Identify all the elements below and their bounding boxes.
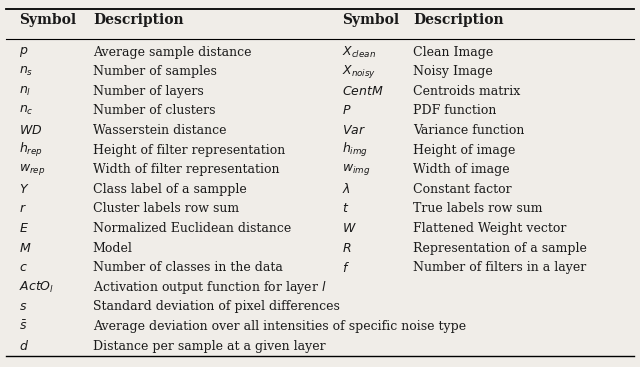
Text: Symbol: Symbol: [19, 13, 76, 27]
Text: Width of image: Width of image: [413, 163, 509, 176]
Text: Constant factor: Constant factor: [413, 183, 511, 196]
Text: $WD$: $WD$: [19, 124, 43, 137]
Text: Number of samples: Number of samples: [93, 65, 217, 78]
Text: Number of filters in a layer: Number of filters in a layer: [413, 261, 586, 274]
Text: Height of image: Height of image: [413, 143, 515, 157]
Text: $d$: $d$: [19, 339, 29, 353]
Text: $h_{img}$: $h_{img}$: [342, 141, 369, 159]
Text: Normalized Euclidean distance: Normalized Euclidean distance: [93, 222, 291, 235]
Text: $CentM$: $CentM$: [342, 85, 384, 98]
Text: $W$: $W$: [342, 222, 357, 235]
Text: Distance per sample at a given layer: Distance per sample at a given layer: [93, 340, 325, 353]
Text: Number of layers: Number of layers: [93, 85, 204, 98]
Text: $n_s$: $n_s$: [19, 65, 33, 78]
Text: $P$: $P$: [342, 104, 352, 117]
Text: $f$: $f$: [342, 261, 350, 275]
Text: $w_{rep}$: $w_{rep}$: [19, 162, 45, 177]
Text: $p$: $p$: [19, 45, 29, 59]
Text: $R$: $R$: [342, 241, 352, 255]
Text: Noisy Image: Noisy Image: [413, 65, 493, 78]
Text: Average sample distance: Average sample distance: [93, 46, 252, 58]
Text: Clean Image: Clean Image: [413, 46, 493, 58]
Text: $r$: $r$: [19, 203, 27, 215]
Text: $s$: $s$: [19, 301, 28, 313]
Text: PDF function: PDF function: [413, 104, 496, 117]
Text: $E$: $E$: [19, 222, 29, 235]
Text: Width of filter representation: Width of filter representation: [93, 163, 279, 176]
Text: $n_c$: $n_c$: [19, 104, 34, 117]
Text: $X_{noisy}$: $X_{noisy}$: [342, 63, 377, 80]
Text: Cluster labels row sum: Cluster labels row sum: [93, 203, 239, 215]
Text: $M$: $M$: [19, 241, 31, 255]
Text: $ActO_l$: $ActO_l$: [19, 280, 54, 295]
Text: Representation of a sample: Representation of a sample: [413, 241, 587, 255]
Text: $c$: $c$: [19, 261, 28, 274]
Text: $t$: $t$: [342, 203, 349, 215]
Text: True labels row sum: True labels row sum: [413, 203, 542, 215]
Text: Model: Model: [93, 241, 132, 255]
Text: Description: Description: [93, 13, 184, 27]
Text: Number of clusters: Number of clusters: [93, 104, 215, 117]
Text: Symbol: Symbol: [342, 13, 399, 27]
Text: $Var$: $Var$: [342, 124, 366, 137]
Text: $\bar{s}$: $\bar{s}$: [19, 320, 28, 333]
Text: Average deviation over all intensities of specific noise type: Average deviation over all intensities o…: [93, 320, 466, 333]
Text: $n_l$: $n_l$: [19, 85, 31, 98]
Text: $h_{rep}$: $h_{rep}$: [19, 141, 44, 159]
Text: Standard deviation of pixel differences: Standard deviation of pixel differences: [93, 301, 340, 313]
Text: $\lambda$: $\lambda$: [342, 182, 351, 196]
Text: Description: Description: [413, 13, 504, 27]
Text: Wasserstein distance: Wasserstein distance: [93, 124, 227, 137]
Text: Class label of a sampple: Class label of a sampple: [93, 183, 246, 196]
Text: Centroids matrix: Centroids matrix: [413, 85, 520, 98]
Text: $X_{clean}$: $X_{clean}$: [342, 44, 376, 59]
Text: Activation output function for layer $l$: Activation output function for layer $l$: [93, 279, 326, 296]
Text: Flattened Weight vector: Flattened Weight vector: [413, 222, 566, 235]
Text: Height of filter representation: Height of filter representation: [93, 143, 285, 157]
Text: $w_{img}$: $w_{img}$: [342, 162, 371, 177]
Text: Number of classes in the data: Number of classes in the data: [93, 261, 283, 274]
Text: $Y$: $Y$: [19, 183, 29, 196]
Text: Variance function: Variance function: [413, 124, 524, 137]
